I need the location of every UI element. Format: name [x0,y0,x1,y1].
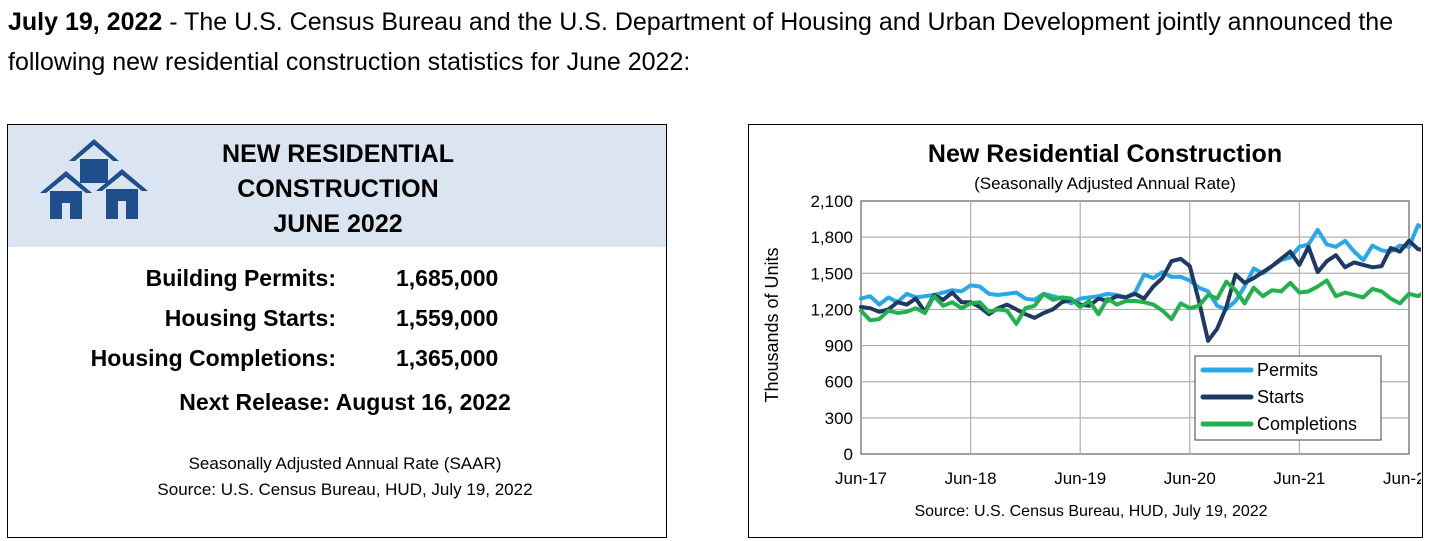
x-tick-label: Jun-20 [1164,469,1216,488]
stat-label: Building Permits: [145,265,336,291]
stat-value: 1,559,000 [396,305,499,331]
series-line-starts [859,238,1421,343]
stats-list: Building Permits: 1,685,000 Housing Star… [8,261,666,381]
y-tick-label: 0 [844,445,853,464]
intro-paragraph: July 19, 2022 - The U.S. Census Bureau a… [8,2,1428,82]
summary-card: NEW RESIDENTIAL CONSTRUCTION JUNE 2022 B… [7,124,667,538]
y-axis-label: Thousands of Units [762,247,782,402]
card-note-saar: Seasonally Adjusted Annual Rate (SAAR) [188,454,502,473]
stat-row-completions: Housing Completions: 1,365,000 [8,341,666,381]
x-tick-label: Jun-19 [1054,469,1106,488]
legend-label: Permits [1257,360,1318,380]
card-title-line: CONSTRUCTION [237,175,439,203]
stat-value: 1,365,000 [396,345,499,371]
houses-icon [40,139,148,219]
stat-label: Housing Starts: [164,305,336,331]
series-line-completions [859,278,1421,326]
x-tick-label: Jun-17 [835,469,887,488]
series-line-permits [859,223,1421,312]
y-tick-label: 1,200 [810,300,853,319]
chart-frame: New Residential Construction (Seasonally… [748,124,1423,538]
y-tick-label: 2,100 [810,192,853,211]
chart-subtitle: (Seasonally Adjusted Annual Rate) [974,174,1236,193]
x-tick-label: Jun-18 [945,469,997,488]
stat-label: Housing Completions: [90,345,336,371]
y-tick-label: 900 [825,337,853,356]
card-note: Seasonally Adjusted Annual Rate (SAAR) S… [8,451,682,503]
legend-label: Starts [1257,387,1304,407]
card-title: NEW RESIDENTIAL CONSTRUCTION JUNE 2022 [138,137,538,242]
y-tick-label: 300 [825,409,853,428]
stat-row-starts: Housing Starts: 1,559,000 [8,301,666,341]
legend-label: Completions [1257,414,1357,434]
card-title-line: NEW RESIDENTIAL [222,140,454,168]
stat-row-permits: Building Permits: 1,685,000 [8,261,666,301]
x-tick-label: Jun-21 [1273,469,1325,488]
intro-text: - The U.S. Census Bureau and the U.S. De… [8,8,1394,76]
y-tick-label: 1,800 [810,228,853,247]
y-tick-label: 600 [825,373,853,392]
summary-card-header: NEW RESIDENTIAL CONSTRUCTION JUNE 2022 [8,125,666,247]
stat-value: 1,685,000 [396,265,499,291]
chart-title: New Residential Construction [928,140,1282,168]
card-title-line: JUNE 2022 [273,210,403,238]
line-chart: New Residential Construction (Seasonally… [762,140,1421,520]
intro-date: July 19, 2022 [8,8,163,36]
next-release: Next Release: August 16, 2022 [179,389,511,415]
y-tick-label: 1,500 [810,264,853,283]
card-note-source: Source: U.S. Census Bureau, HUD, July 19… [157,480,533,499]
x-tick-label: Jun-22 [1383,469,1421,488]
chart-source: Source: U.S. Census Bureau, HUD, July 19… [914,503,1267,520]
